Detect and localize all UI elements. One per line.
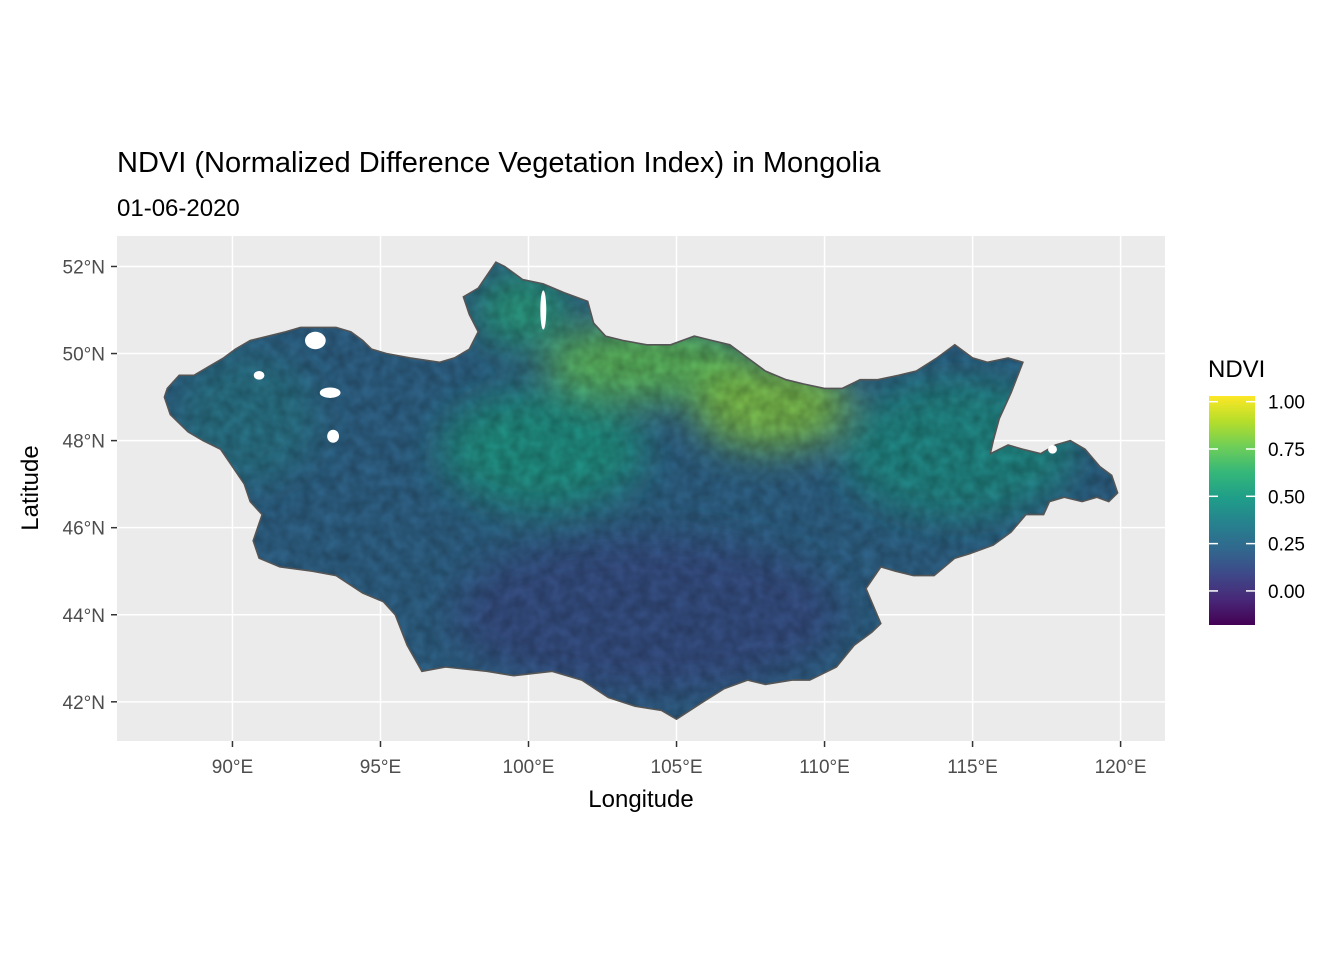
x-tick-label: 110°E (799, 757, 850, 778)
y-tick-label: 48°N (63, 432, 105, 453)
y-tick-label: 42°N (63, 693, 105, 714)
legend-break-label: 0.25 (1268, 535, 1305, 556)
country-boundary (163, 261, 1119, 721)
water-bodies (253, 290, 1057, 454)
y-tick-label: 50°N (63, 345, 105, 366)
legend-break-label: 0.50 (1268, 487, 1305, 508)
y-axis-title: Latitude (17, 445, 44, 530)
x-tick-label: 105°E (651, 757, 703, 778)
y-tick-label: 46°N (63, 519, 105, 540)
water-body (319, 387, 341, 398)
legend-colorbar (1209, 396, 1255, 625)
chart-subtitle: 01-06-2020 (117, 195, 240, 222)
x-axis: 90°E 95°E 100°E 105°E 110°E 115°E 120°E (212, 741, 1147, 778)
x-tick-label: 90°E (212, 757, 253, 778)
x-tick-label: 115°E (947, 757, 998, 778)
chart-title: NDVI (Normalized Difference Vegetation I… (117, 147, 881, 179)
legend-break-label: 0.75 (1268, 440, 1305, 461)
legend-break-label: 0.00 (1268, 582, 1305, 603)
y-tick-label: 44°N (63, 606, 105, 627)
y-tick-label: 52°N (63, 257, 105, 278)
x-tick-label: 120°E (1095, 757, 1147, 778)
x-tick-label: 95°E (360, 757, 401, 778)
y-axis: 42°N 44°N 46°N 48°N 50°N 52°N (63, 257, 117, 714)
legend-title: NDVI (1208, 356, 1265, 383)
water-body (1048, 444, 1057, 454)
legend-break-label: 1.00 (1268, 393, 1305, 414)
ndvi-legend: NDVI 1.00 0.75 0.50 0.25 0.00 (1208, 356, 1305, 625)
water-body (304, 331, 326, 350)
water-body (327, 429, 340, 443)
x-axis-title: Longitude (588, 786, 693, 813)
water-body (253, 370, 265, 380)
x-tick-label: 100°E (503, 757, 555, 778)
legend-breaks: 1.00 0.75 0.50 0.25 0.00 (1209, 393, 1305, 603)
water-body (540, 290, 547, 330)
